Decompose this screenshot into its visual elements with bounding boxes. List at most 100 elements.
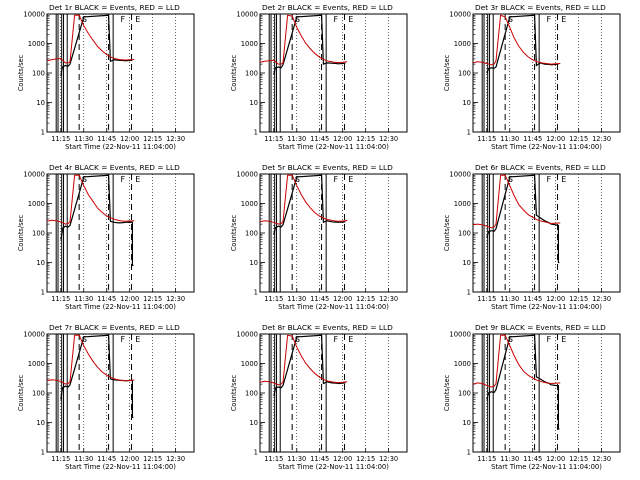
- events-series-line: [486, 174, 560, 264]
- lld-series-line: [47, 334, 135, 385]
- phase-marker-label: E: [135, 175, 140, 184]
- plot-frame: [46, 13, 195, 133]
- y-tick-label: 10: [36, 259, 45, 267]
- plot-frame: [259, 333, 408, 453]
- y-tick-label: 10: [249, 259, 258, 267]
- chart-title: Det 7r BLACK = Events, RED = LLD: [49, 323, 180, 332]
- y-tick-label: 10: [36, 419, 45, 427]
- phase-marker-label: E: [135, 15, 140, 24]
- events-series-line: [60, 334, 134, 418]
- y-tick-label: 10000: [449, 331, 471, 339]
- phase-marker-label: F: [547, 175, 552, 184]
- phase-marker-label: F: [121, 175, 126, 184]
- x-tick-label: 11:15: [477, 295, 496, 303]
- x-tick-label: 12:30: [592, 135, 611, 143]
- detector-panel: Det 7r BLACK = Events, RED = LLD 1 10 100 10…: [0, 320, 213, 480]
- y-axis-label: Counts/sec: [230, 54, 238, 91]
- y-tick-label: 1: [467, 449, 471, 457]
- detector-panel: Det 9r BLACK = Events, RED = LLD 1 10 100 10…: [426, 320, 639, 480]
- y-tick-label: 100: [245, 390, 258, 398]
- phase-marker-label: F: [334, 175, 339, 184]
- x-axis-label: Start Time (22-Nov-11 11:04:00): [65, 463, 176, 471]
- chart-title: Det 9r BLACK = Events, RED = LLD: [475, 323, 606, 332]
- x-tick-label: 12:30: [379, 455, 398, 463]
- x-axis-label: Start Time (22-Nov-11 11:04:00): [491, 143, 602, 151]
- x-tick-label: 11:30: [500, 455, 519, 463]
- phase-marker-label: S: [82, 15, 87, 24]
- chart-title: Det 8r BLACK = Events, RED = LLD: [262, 323, 393, 332]
- phase-marker-label: F: [334, 335, 339, 344]
- x-tick-label: 11:15: [51, 455, 70, 463]
- y-tick-label: 1: [254, 289, 258, 297]
- x-axis-label: Start Time (22-Nov-11 11:04:00): [278, 143, 389, 151]
- detector-chart: Det 7r BLACK = Events, RED = LLD 1 10 100 10…: [17, 323, 195, 471]
- phase-marker-label: S: [508, 175, 513, 184]
- phase-marker-label: F: [121, 15, 126, 24]
- detector-chart: Det 6r BLACK = Events, RED = LLD 1 10 100 10…: [443, 163, 621, 311]
- y-tick-label: 1000: [28, 200, 45, 208]
- y-tick-label: 1000: [241, 40, 258, 48]
- x-tick-label: 12:30: [379, 135, 398, 143]
- events-series-line: [273, 14, 346, 75]
- y-tick-label: 10: [249, 419, 258, 427]
- y-tick-label: 1000: [454, 360, 471, 368]
- y-tick-label: 1: [41, 289, 45, 297]
- phase-marker-label: S: [295, 175, 300, 184]
- y-tick-label: 100: [245, 70, 258, 78]
- detector-chart: Det 8r BLACK = Events, RED = LLD 1 10 100 10…: [230, 323, 408, 471]
- y-tick-label: 1000: [28, 360, 45, 368]
- x-tick-label: 11:30: [74, 455, 93, 463]
- x-tick-label: 11:45: [310, 455, 329, 463]
- x-tick-label: 11:15: [477, 455, 496, 463]
- x-tick-label: 11:45: [97, 295, 116, 303]
- x-tick-label: 12:30: [592, 295, 611, 303]
- y-tick-label: 1000: [454, 40, 471, 48]
- x-tick-label: 12:30: [166, 455, 185, 463]
- x-tick-label: 11:45: [523, 295, 542, 303]
- x-tick-label: 12:00: [333, 455, 352, 463]
- events-series-line: [273, 174, 346, 235]
- phase-marker-label: F: [547, 335, 552, 344]
- lld-series-line: [47, 174, 135, 225]
- y-tick-label: 10000: [23, 171, 45, 179]
- detector-chart: Det 9r BLACK = Events, RED = LLD 1 10 100 10…: [443, 323, 621, 471]
- plot-frame: [46, 333, 195, 453]
- phase-marker-label: F: [547, 15, 552, 24]
- x-tick-label: 11:15: [264, 455, 283, 463]
- x-tick-label: 11:15: [264, 135, 283, 143]
- lld-series-line: [260, 334, 348, 386]
- phase-marker-label: S: [82, 175, 87, 184]
- phase-marker-label: E: [135, 335, 140, 344]
- x-tick-label: 11:45: [97, 135, 116, 143]
- x-tick-label: 12:30: [592, 455, 611, 463]
- y-axis-label: Counts/sec: [17, 374, 25, 411]
- y-tick-label: 1000: [454, 200, 471, 208]
- detector-chart: Det 5r BLACK = Events, RED = LLD 1 10 100 10…: [230, 163, 408, 311]
- y-axis-label: Counts/sec: [443, 54, 451, 91]
- y-axis-label: Counts/sec: [230, 374, 238, 411]
- y-tick-label: 1000: [28, 40, 45, 48]
- lld-series-line: [260, 174, 348, 225]
- x-tick-label: 12:15: [569, 295, 588, 303]
- events-series-line: [60, 174, 134, 267]
- y-tick-label: 1: [41, 129, 45, 137]
- y-tick-label: 1: [467, 289, 471, 297]
- x-tick-label: 11:30: [500, 135, 519, 143]
- x-tick-label: 12:30: [379, 295, 398, 303]
- y-tick-label: 100: [458, 70, 471, 78]
- plot-frame: [472, 333, 621, 453]
- y-tick-label: 10: [462, 419, 471, 427]
- x-tick-label: 11:45: [523, 135, 542, 143]
- detector-chart: Det 2r BLACK = Events, RED = LLD 1 10 100 10…: [230, 3, 408, 151]
- detector-chart: Det 1r BLACK = Events, RED = LLD 1 10 100 10…: [17, 3, 195, 151]
- plot-frame: [46, 173, 195, 293]
- x-axis-label: Start Time (22-Nov-11 11:04:00): [278, 463, 389, 471]
- y-tick-label: 100: [458, 230, 471, 238]
- y-tick-label: 1: [467, 129, 471, 137]
- y-tick-label: 10: [462, 259, 471, 267]
- x-tick-label: 12:00: [120, 295, 139, 303]
- chart-title: Det 4r BLACK = Events, RED = LLD: [49, 163, 180, 172]
- phase-marker-label: E: [348, 15, 353, 24]
- phase-marker-label: E: [561, 15, 566, 24]
- x-axis-label: Start Time (22-Nov-11 11:04:00): [491, 463, 602, 471]
